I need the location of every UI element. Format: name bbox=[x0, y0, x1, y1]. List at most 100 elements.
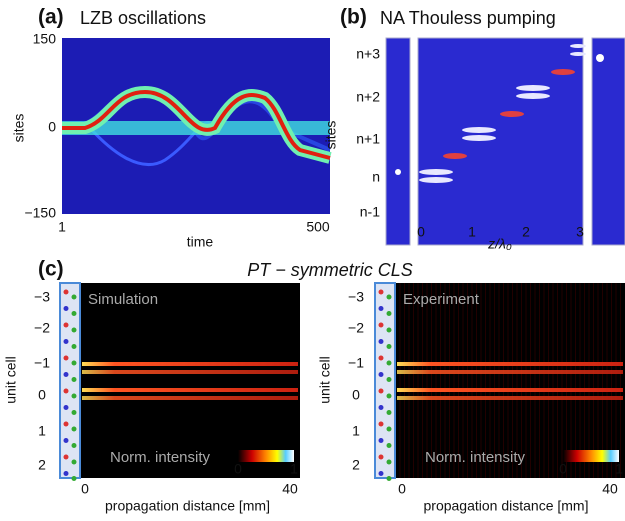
site bbox=[71, 294, 77, 300]
y-tick-label: n-1 bbox=[360, 204, 380, 220]
y-tick-label: 0 bbox=[38, 387, 46, 403]
site bbox=[378, 438, 384, 443]
panel-title: LZB oscillations bbox=[80, 8, 206, 28]
x-tick-label: 40 bbox=[602, 481, 618, 497]
colorbar-tick-label: 0 bbox=[234, 461, 242, 477]
panel-label: (c) bbox=[38, 258, 64, 281]
site bbox=[378, 388, 384, 394]
site bbox=[378, 322, 384, 328]
image bbox=[375, 283, 625, 478]
x-tick-label: 1 bbox=[468, 224, 476, 240]
site bbox=[378, 372, 384, 377]
y-tick-label: −3 bbox=[34, 289, 50, 305]
lattice-strip bbox=[59, 282, 81, 479]
y-tick-label: n+2 bbox=[356, 89, 380, 105]
y-tick-label: −1 bbox=[348, 355, 364, 371]
site bbox=[386, 410, 392, 415]
beam bbox=[397, 362, 623, 366]
pulses bbox=[419, 44, 586, 183]
colorbar-tick-label: 0 bbox=[559, 461, 567, 477]
colorbar bbox=[238, 450, 294, 462]
site bbox=[71, 377, 77, 382]
site bbox=[386, 311, 392, 316]
site bbox=[71, 410, 77, 415]
y-axis-label: unit cell bbox=[317, 356, 333, 403]
site bbox=[386, 393, 392, 399]
x-tick-label: 0 bbox=[398, 481, 406, 497]
y-axis-label: sites bbox=[323, 121, 339, 150]
site bbox=[63, 372, 69, 377]
x-tick-label: 0 bbox=[81, 481, 89, 497]
y-tick-label: −150 bbox=[24, 205, 56, 221]
x-tick-label: 40 bbox=[282, 481, 298, 497]
site bbox=[63, 454, 69, 460]
site bbox=[386, 426, 392, 432]
colorbar bbox=[563, 450, 619, 462]
site bbox=[596, 54, 604, 62]
panel-title: NA Thouless pumping bbox=[380, 8, 556, 28]
site bbox=[71, 443, 77, 448]
site bbox=[378, 421, 384, 427]
site bbox=[71, 426, 77, 432]
site bbox=[63, 289, 69, 295]
site bbox=[386, 344, 392, 349]
y-tick-label: −1 bbox=[34, 355, 50, 371]
x-axis-label: time bbox=[187, 234, 214, 250]
site bbox=[71, 344, 77, 349]
panel-c: (c) PT − symmetric CLS Simulation Norm. i… bbox=[3, 258, 625, 514]
tag: Simulation bbox=[88, 291, 158, 308]
y-tick-label: −3 bbox=[348, 289, 364, 305]
panel-b: (b) NA Thouless pumping n+3 n+2 n+1 n n-… bbox=[323, 6, 625, 252]
y-tick-label: 150 bbox=[33, 31, 57, 47]
x-axis-label: propagation distance [mm] bbox=[105, 498, 270, 514]
site bbox=[71, 459, 77, 465]
x-tick-label: 0 bbox=[417, 224, 425, 240]
x-tick-label: 2 bbox=[522, 224, 530, 240]
subpanel: Simulation Norm. intensity 0 1 −3 −2 −1 0 1 2 0 40 p… bbox=[3, 282, 300, 514]
oscillation-core bbox=[62, 89, 331, 160]
y-tick-label: n bbox=[372, 169, 380, 185]
site bbox=[63, 306, 69, 311]
site bbox=[386, 327, 392, 333]
y-tick-label: 1 bbox=[352, 423, 360, 439]
site bbox=[71, 476, 77, 481]
strip bbox=[385, 37, 411, 246]
panel-title: PT − symmetric CLS bbox=[247, 260, 413, 280]
panel-a: (a) LZB oscillations 150 0 −150 1 500 ti… bbox=[11, 6, 332, 250]
colorbar-tick-label: 1 bbox=[290, 461, 298, 477]
site bbox=[63, 388, 69, 394]
y-tick-label: 0 bbox=[352, 387, 360, 403]
y-axis-label: sites bbox=[11, 114, 27, 143]
y-tick-label: −2 bbox=[348, 320, 364, 336]
site bbox=[63, 339, 69, 344]
site bbox=[63, 322, 69, 328]
site bbox=[378, 355, 384, 361]
colorbar-label: Norm. intensity bbox=[425, 449, 526, 466]
beam bbox=[397, 396, 623, 400]
site bbox=[378, 454, 384, 460]
y-tick-label: n+3 bbox=[356, 46, 380, 62]
site bbox=[378, 471, 384, 476]
subpanel: Experiment Norm. intensity 0 1 −3 −2 −1 0 1 2 0 40 p… bbox=[317, 282, 625, 514]
site bbox=[395, 169, 401, 175]
site bbox=[386, 443, 392, 448]
x-axis-label: z/λ₀ bbox=[487, 236, 512, 252]
strip bbox=[591, 37, 625, 246]
site bbox=[386, 459, 392, 465]
panel-label: (a) bbox=[38, 6, 64, 29]
site bbox=[63, 421, 69, 427]
site bbox=[378, 405, 384, 410]
site bbox=[71, 311, 77, 316]
beam bbox=[397, 370, 623, 374]
site bbox=[63, 405, 69, 410]
y-tick-label: 2 bbox=[352, 457, 360, 473]
colorbar-label: Norm. intensity bbox=[110, 449, 211, 466]
site bbox=[71, 393, 77, 399]
beam bbox=[397, 388, 623, 392]
site bbox=[378, 339, 384, 344]
image bbox=[60, 283, 300, 478]
y-tick-label: −2 bbox=[34, 320, 50, 336]
lattice-strip bbox=[374, 282, 396, 479]
site bbox=[63, 355, 69, 361]
